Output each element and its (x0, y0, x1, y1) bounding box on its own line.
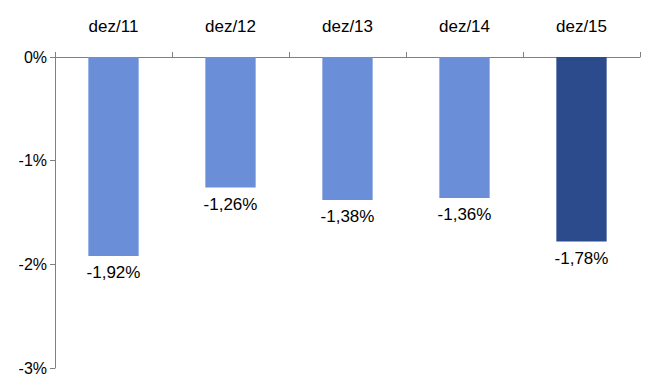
svg-text:0%: 0% (24, 49, 47, 66)
svg-text:-1,36%: -1,36% (438, 205, 492, 224)
svg-text:-1,78%: -1,78% (555, 249, 609, 268)
svg-text:dez/12: dez/12 (205, 17, 256, 36)
svg-text:dez/11: dez/11 (89, 17, 139, 36)
svg-text:-1,92%: -1,92% (87, 263, 141, 282)
svg-text:-3%: -3% (19, 360, 47, 377)
svg-text:-1,26%: -1,26% (204, 195, 258, 214)
svg-text:dez/14: dez/14 (439, 17, 490, 36)
svg-text:-2%: -2% (19, 256, 47, 273)
svg-text:dez/15: dez/15 (556, 17, 607, 36)
svg-text:-1%: -1% (19, 152, 47, 169)
svg-text:dez/13: dez/13 (322, 17, 373, 36)
svg-text:-1,38%: -1,38% (321, 207, 375, 226)
